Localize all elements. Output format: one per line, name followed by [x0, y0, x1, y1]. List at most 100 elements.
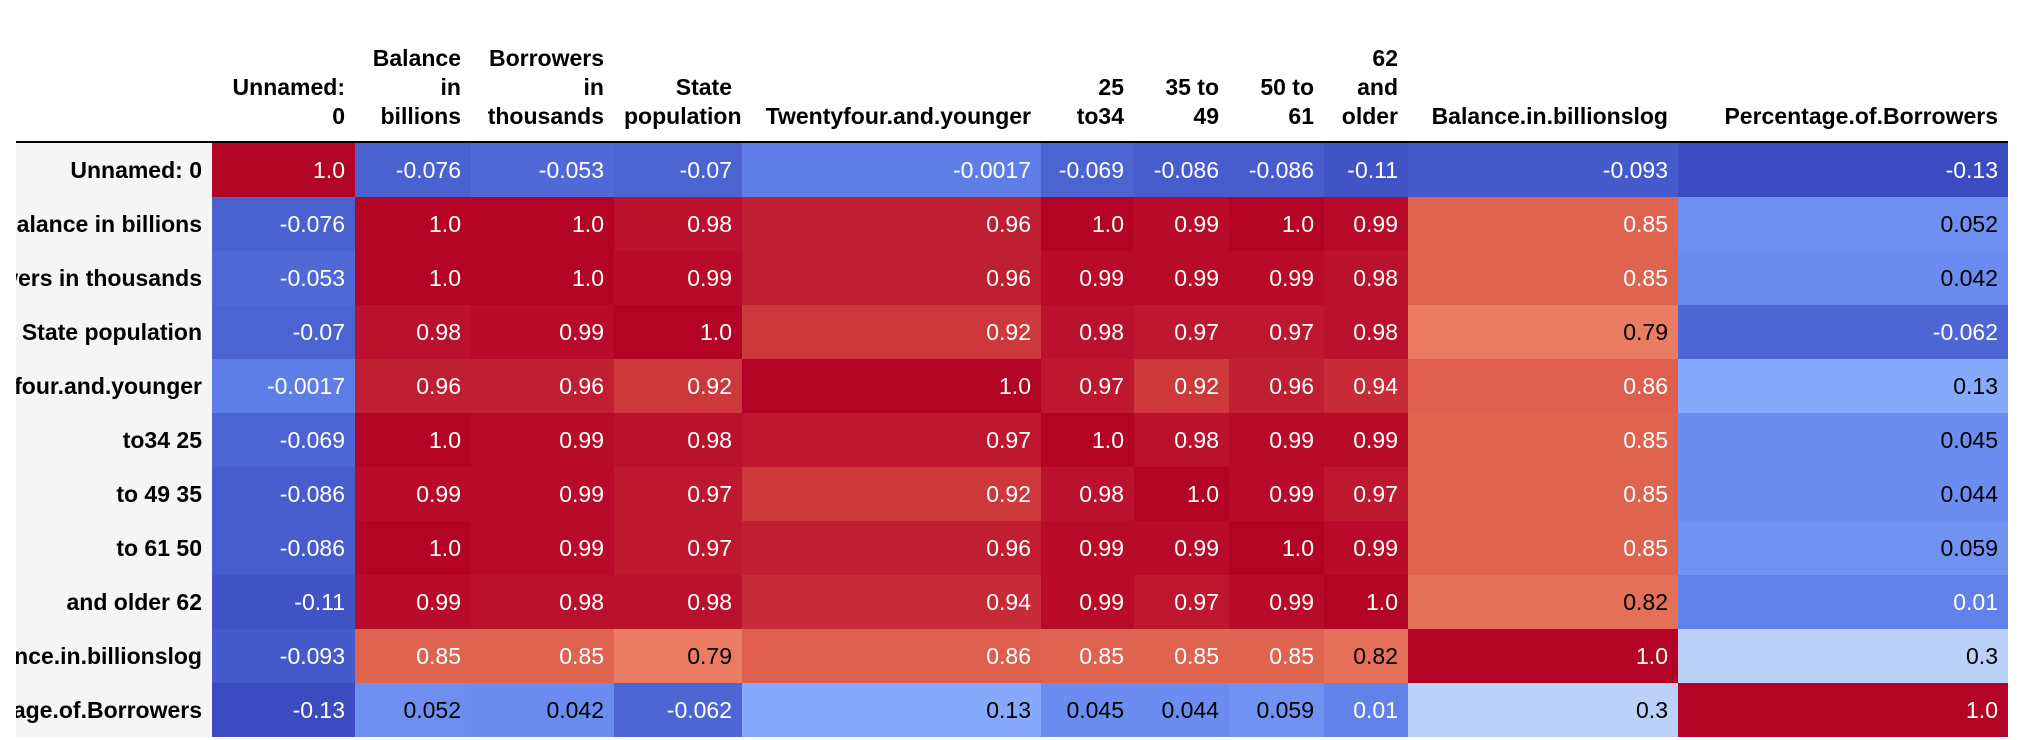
heatmap-cell: 0.92	[614, 359, 742, 413]
heatmap-cell: 0.98	[1324, 305, 1408, 359]
heatmap-cell: 0.042	[471, 683, 614, 737]
heatmap-cell: 0.92	[742, 467, 1041, 521]
heatmap-cell: 0.045	[1041, 683, 1134, 737]
heatmap-cell: -0.086	[1134, 142, 1229, 197]
row-header-twentyfour-and-younger: Twentyfour.and.younger	[16, 359, 212, 413]
heatmap-cell: 0.99	[1324, 521, 1408, 575]
heatmap-cell: 0.97	[614, 467, 742, 521]
heatmap-cell: -0.053	[212, 251, 355, 305]
heatmap-cell: 0.96	[355, 359, 471, 413]
heatmap-cell: 1.0	[471, 197, 614, 251]
heatmap-cell: 1.0	[1041, 197, 1134, 251]
heatmap-cell: 0.85	[1408, 197, 1678, 251]
heatmap-cell: 0.99	[1229, 413, 1324, 467]
heatmap-cell: -0.093	[212, 629, 355, 683]
heatmap-cell: 0.96	[742, 251, 1041, 305]
heatmap-cell: 0.96	[1229, 359, 1324, 413]
heatmap-cell: -0.0017	[742, 142, 1041, 197]
heatmap-cell: -0.13	[212, 683, 355, 737]
heatmap-cell: 0.86	[742, 629, 1041, 683]
row-header-balance-in-billions: Balance in billions	[16, 197, 212, 251]
heatmap-cell: 0.99	[1041, 251, 1134, 305]
table-row: Twentyfour.and.younger-0.00170.960.960.9…	[16, 359, 2008, 413]
heatmap-cell: 0.85	[1229, 629, 1324, 683]
heatmap-cell: 0.86	[1408, 359, 1678, 413]
heatmap-cell: 0.052	[1678, 197, 2008, 251]
heatmap-cell: -0.11	[212, 575, 355, 629]
heatmap-cell: 0.99	[1324, 413, 1408, 467]
heatmap-cell: 0.98	[355, 305, 471, 359]
heatmap-cell: 0.059	[1229, 683, 1324, 737]
table-row: 35 to 49 -0.086 0.99 0.99 0.97 0.92 0.98 1.0 0.9…	[16, 467, 2008, 521]
heatmap-cell: 0.01	[1678, 575, 2008, 629]
column-header-balance-in-billions: Balance in billions	[355, 0, 471, 143]
row-header-borrowers-in-thousands: Borrowers in thousands	[16, 251, 212, 305]
heatmap-cell: 0.97	[742, 413, 1041, 467]
heatmap-cell: -0.069	[1041, 142, 1134, 197]
heatmap-cell: 0.3	[1678, 629, 2008, 683]
heatmap-cell: 1.0	[1324, 575, 1408, 629]
heatmap-cell: 0.98	[1324, 251, 1408, 305]
heatmap-cell: 1.0	[355, 521, 471, 575]
heatmap-cell: 0.059	[1678, 521, 2008, 575]
heatmap-cell: 0.85	[1408, 413, 1678, 467]
column-header-twentyfour-and-younger: Twentyfour.and.younger	[742, 0, 1041, 143]
heatmap-cell: -0.086	[212, 521, 355, 575]
heatmap-cell: 0.98	[1041, 467, 1134, 521]
heatmap-cell: 0.99	[355, 575, 471, 629]
heatmap-cell: 1.0	[471, 251, 614, 305]
heatmap-cell: 0.045	[1678, 413, 2008, 467]
heatmap-cell: 0.99	[471, 305, 614, 359]
heatmap-cell: 0.044	[1678, 467, 2008, 521]
heatmap-cell: 0.99	[1324, 197, 1408, 251]
heatmap-cell: 0.96	[742, 521, 1041, 575]
heatmap-cell: 0.97	[1134, 305, 1229, 359]
heatmap-cell: 0.92	[1134, 359, 1229, 413]
heatmap-cell: 0.94	[1324, 359, 1408, 413]
column-header-62-and-older: 62 and older	[1324, 0, 1408, 143]
column-header-percentage-of-borrowers: Percentage.of.Borrowers	[1678, 0, 2008, 143]
column-header-50-to-61: 50 to 61	[1229, 0, 1324, 143]
heatmap-cell: 0.96	[742, 197, 1041, 251]
heatmap-cell: 0.85	[1134, 629, 1229, 683]
heatmap-cell: 0.99	[471, 467, 614, 521]
heatmap-cell: -0.086	[212, 467, 355, 521]
heatmap-cell: 0.79	[614, 629, 742, 683]
row-header-50-to-61: 50 to 61	[16, 521, 212, 575]
heatmap-cell: 0.97	[614, 521, 742, 575]
heatmap-cell: 0.052	[355, 683, 471, 737]
heatmap-cell: 0.99	[1229, 251, 1324, 305]
heatmap-cell: 0.98	[614, 575, 742, 629]
heatmap-cell: -0.062	[614, 683, 742, 737]
heatmap-cell: 0.3	[1408, 683, 1678, 737]
heatmap-cell: 0.044	[1134, 683, 1229, 737]
heatmap-cell: 0.98	[1134, 413, 1229, 467]
heatmap-cell: 0.98	[1041, 305, 1134, 359]
table-row: 50 to 61 -0.086 1.0 0.99 0.97 0.96 0.99 0.99 1.0…	[16, 521, 2008, 575]
heatmap-cell: 1.0	[1134, 467, 1229, 521]
heatmap-cell: 0.99	[1229, 467, 1324, 521]
heatmap-cell: 0.13	[1678, 359, 2008, 413]
heatmap-cell: 1.0	[1408, 629, 1678, 683]
heatmap-cell: 0.98	[471, 575, 614, 629]
heatmap-cell: 0.99	[1041, 575, 1134, 629]
heatmap-cell: 0.85	[1408, 467, 1678, 521]
heatmap-cell: -0.069	[212, 413, 355, 467]
heatmap-cell: 1.0	[1678, 683, 2008, 737]
corner-cell	[16, 0, 212, 143]
heatmap-cell: 0.99	[1134, 197, 1229, 251]
heatmap-cell: 0.85	[1408, 521, 1678, 575]
column-header-35-to-49: 35 to 49	[1134, 0, 1229, 143]
column-header-borrowers-in-thousands: Borrowers in thousands	[471, 0, 614, 143]
header-row: Unnamed: 0 Balance in billions Borrowers in tho…	[16, 0, 2008, 143]
heatmap-cell: 0.85	[471, 629, 614, 683]
column-header-balance-in-billionslog: Balance.in.billionslog	[1408, 0, 1678, 143]
column-header-25-to34: 25 to34	[1041, 0, 1134, 143]
heatmap-cell: 0.85	[355, 629, 471, 683]
heatmap-cell: 0.042	[1678, 251, 2008, 305]
row-header-unnamed-0: Unnamed: 0	[16, 142, 212, 197]
heatmap-cell: 0.99	[614, 251, 742, 305]
heatmap-cell: 0.82	[1408, 575, 1678, 629]
heatmap-cell: 0.97	[1134, 575, 1229, 629]
heatmap-cell: 0.99	[355, 467, 471, 521]
